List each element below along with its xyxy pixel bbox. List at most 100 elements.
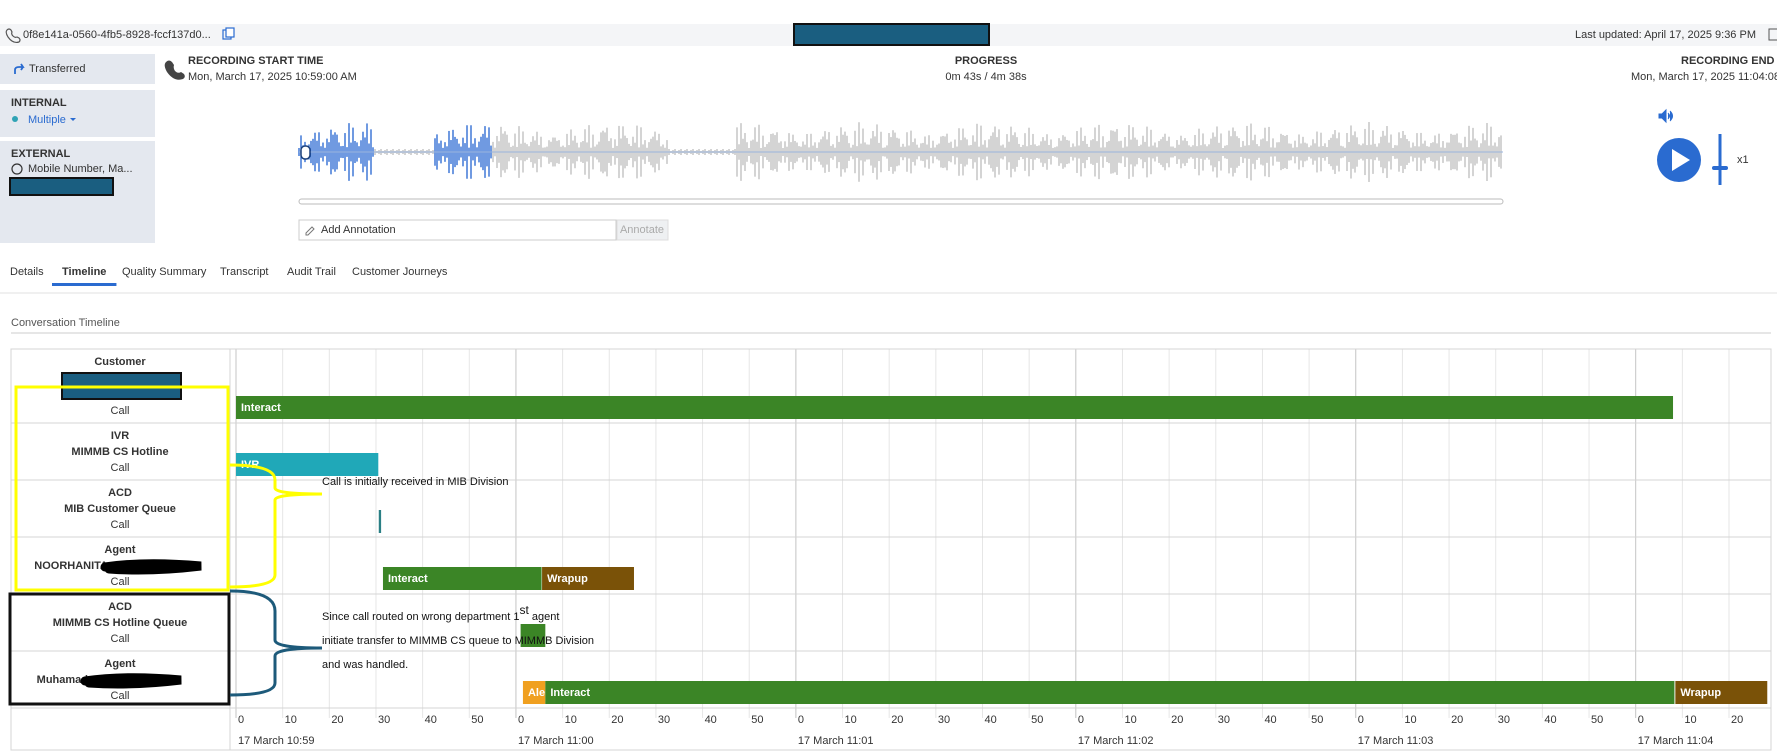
tick-label: 20 — [1171, 714, 1183, 726]
minute-label: 17 March 11:04 — [1638, 735, 1714, 747]
tick-label: 10 — [1404, 714, 1416, 726]
tick-label: 10 — [845, 714, 857, 726]
external-label: EXTERNAL — [11, 148, 71, 160]
tick-label: 10 — [1684, 714, 1696, 726]
internal-value[interactable]: Multiple — [28, 114, 66, 126]
row-label: NOORHANITA — [34, 560, 108, 572]
tick-label: 20 — [1451, 714, 1463, 726]
status-box — [0, 54, 155, 84]
row-label: IVR — [111, 430, 129, 442]
segment — [1675, 681, 1768, 704]
transfer-icon — [14, 63, 25, 74]
row-media: Call — [111, 405, 130, 417]
tab[interactable]: Transcript — [220, 266, 269, 278]
note-text: Since call routed on wrong department 1 — [322, 611, 520, 623]
segment — [522, 681, 546, 704]
start-time: Mon, March 17, 2025 10:59:00 AM — [188, 71, 357, 83]
tick-label: 40 — [985, 714, 997, 726]
tick-label: 50 — [751, 714, 763, 726]
tick-label: 20 — [891, 714, 903, 726]
tab[interactable]: Quality Summary — [122, 266, 207, 278]
slider-knob[interactable] — [1712, 166, 1728, 170]
segment — [236, 396, 1674, 419]
segment-label: Wrapup — [1680, 687, 1721, 699]
mib-note: Call is initially received in MIB Divisi… — [322, 476, 508, 488]
people-icon — [12, 116, 18, 122]
waveform[interactable] — [298, 122, 1503, 182]
minute-label: 17 March 11:03 — [1358, 735, 1434, 747]
tick-label: 0 — [518, 714, 524, 726]
tick-label: 40 — [1544, 714, 1556, 726]
row-label: MIMMB CS Hotline Queue — [53, 617, 187, 629]
tick-label: 0 — [1078, 714, 1084, 726]
tick-label: 0 — [1638, 714, 1644, 726]
row-label: ACD — [108, 487, 132, 499]
start-label: RECORDING START TIME — [188, 55, 323, 67]
tick-label: 20 — [331, 714, 343, 726]
tick-label: 40 — [1264, 714, 1276, 726]
segment — [545, 681, 1675, 704]
transfer-note-line: and was handled. — [322, 659, 408, 671]
row-media: Call — [111, 690, 130, 702]
minute-label: 17 March 10:59 — [238, 735, 314, 747]
segment-label: Interact — [550, 687, 590, 699]
progress-label: PROGRESS — [955, 55, 1017, 67]
person-icon — [11, 163, 23, 175]
segment — [236, 453, 379, 476]
segment-label: Interact — [388, 573, 428, 585]
external-value: Mobile Number, Ma... — [28, 163, 133, 175]
highlight-box — [8, 592, 231, 706]
row-label: Agent — [104, 544, 136, 556]
annotation-placeholder: Add Annotation — [321, 224, 396, 236]
brace — [229, 463, 323, 589]
minute-label: 17 March 11:02 — [1078, 735, 1154, 747]
tab[interactable]: Customer Journeys — [352, 266, 448, 278]
end-label: RECORDING END TIME — [1681, 55, 1777, 67]
tick-label: 0 — [798, 714, 804, 726]
redacted-block — [9, 177, 114, 196]
tick-label: 30 — [378, 714, 390, 726]
note-superscript: st — [520, 603, 530, 617]
progress-track[interactable] — [298, 198, 1504, 205]
tab[interactable]: Details — [10, 266, 44, 278]
tick-label: 40 — [705, 714, 717, 726]
highlight-box — [14, 385, 230, 592]
note-text: agent — [529, 611, 560, 623]
segment-label: Interact — [241, 402, 281, 414]
tab[interactable]: Timeline — [62, 266, 106, 278]
tick-label: 40 — [425, 714, 437, 726]
segment — [520, 624, 546, 647]
call-id: 0f8e141a-0560-4fb5-8928-fccf137d0... — [23, 29, 211, 41]
tick-label: 0 — [1358, 714, 1364, 726]
annotate-button[interactable] — [616, 219, 669, 241]
playhead[interactable] — [300, 145, 311, 160]
dropdown-caret — [70, 118, 76, 121]
annotate-label: Annotate — [620, 224, 664, 236]
row-media: Call — [111, 576, 130, 588]
row-media: Call — [111, 462, 130, 474]
speed: x1 — [1737, 154, 1749, 166]
annotation-input[interactable] — [298, 219, 617, 241]
tick-label: 30 — [1218, 714, 1230, 726]
phone-icon — [164, 60, 185, 80]
row-label: ACD — [108, 601, 132, 613]
tab[interactable]: Audit Trail — [287, 266, 336, 278]
redaction-scribble — [80, 673, 182, 689]
copy-button[interactable] — [222, 27, 235, 40]
segment-label: Wrapup — [547, 573, 588, 585]
brace — [229, 589, 323, 697]
progress: 0m 43s / 4m 38s — [945, 71, 1027, 83]
row-label: Muhamad — [37, 674, 88, 686]
timeline-border — [10, 348, 1772, 751]
tab-underline — [52, 283, 117, 286]
last-updated: Last updated: April 17, 2025 9:36 PM — [1575, 29, 1756, 41]
status: Transferred — [29, 63, 85, 75]
timeline: 0 10 20 30 40 50 17 March 10:59 0 10 20 30 40 50 17 M… — [10, 348, 1772, 751]
tick-label: 0 — [238, 714, 244, 726]
redaction-scribble — [100, 559, 202, 575]
tick-label: 10 — [285, 714, 297, 726]
calendar-icon — [1768, 28, 1777, 41]
row-media: Call — [111, 633, 130, 645]
volume-icon[interactable] — [1658, 108, 1673, 124]
transfer-note-line: Since call routed on wrong department 1s… — [322, 603, 559, 623]
